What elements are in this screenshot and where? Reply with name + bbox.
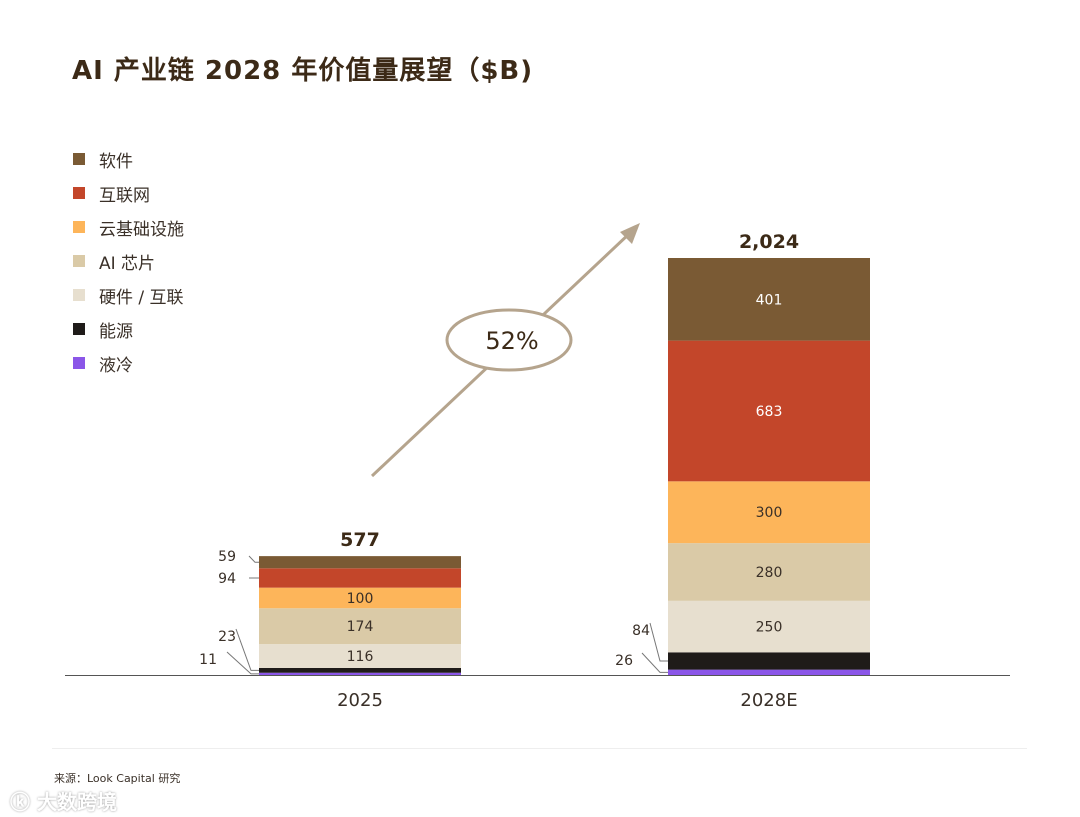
bar-segment [259, 556, 461, 569]
source-note: 来源：Look Capital 研究 [54, 772, 181, 785]
leader-line [226, 651, 259, 675]
bar-segment [259, 608, 461, 645]
legend-item: 硬件 / 互联 [73, 278, 184, 312]
legend-swatch [73, 255, 85, 267]
legend-label: 能源 [99, 321, 133, 342]
x-tick-label: 2028E [740, 690, 797, 711]
legend-swatch [73, 323, 85, 335]
data-label: 11 [199, 652, 217, 668]
total-label: 2,024 [739, 231, 799, 253]
legend-label: 硬件 / 互联 [99, 287, 184, 308]
data-label: 116 [347, 649, 374, 665]
bar-segment [668, 258, 870, 341]
total-label: 577 [340, 529, 380, 551]
leader-line [248, 555, 259, 563]
data-label: 59 [218, 549, 236, 565]
legend-swatch [73, 289, 85, 301]
leader-line [235, 628, 259, 671]
growth-arrow-head [620, 223, 640, 244]
chart-title: AI 产业链 2028 年价值量展望（$B) [72, 56, 534, 86]
growth-label: 52% [485, 327, 538, 355]
bar-segment [259, 672, 461, 675]
legend-label: 互联网 [99, 185, 150, 206]
bar-segment [668, 340, 870, 482]
legend: 软件互联网云基础设施 AI 芯片硬件 / 互联 能源液冷 [73, 142, 184, 380]
legend-item: 液冷 [73, 346, 184, 380]
legend-item: 互联网 [73, 176, 184, 210]
legend-swatch [73, 187, 85, 199]
watermark-logo: ⓚ 大数跨境 [10, 790, 117, 814]
bar-segment [259, 587, 461, 609]
legend-swatch [73, 153, 85, 165]
legend-label: 液冷 [99, 355, 133, 376]
legend-label: 软件 [99, 151, 133, 172]
data-label: 100 [347, 591, 374, 607]
legend-item: AI 芯片 [73, 244, 184, 278]
data-label: 84 [632, 623, 650, 639]
bar-segment [259, 667, 461, 673]
bar-segment [668, 543, 870, 601]
legend-item: 能源 [73, 312, 184, 346]
data-label: 300 [756, 505, 783, 521]
leader-line [641, 652, 668, 673]
growth-ellipse [445, 308, 573, 372]
bar-segment [668, 600, 870, 653]
bar-segment [259, 644, 461, 668]
data-label: 250 [756, 620, 783, 636]
data-label: 401 [756, 292, 783, 308]
legend-label: 云基础设施 [99, 219, 184, 240]
legend-swatch [73, 221, 85, 233]
footer-divider [52, 748, 1027, 749]
bar-segment [668, 669, 870, 675]
data-label: 94 [218, 571, 236, 587]
bar-segment [668, 652, 870, 670]
bar-segment [668, 481, 870, 544]
data-label: 26 [615, 653, 633, 669]
data-label: 280 [756, 565, 783, 581]
data-label: 23 [218, 629, 236, 645]
leader-line [649, 622, 668, 662]
legend-swatch [73, 357, 85, 369]
legend-item: 云基础设施 [73, 210, 184, 244]
x-tick-label: 2025 [337, 690, 383, 711]
legend-label: AI 芯片 [99, 253, 156, 274]
bar-segment [259, 568, 461, 588]
legend-item: 软件 [73, 142, 184, 176]
data-label: 174 [347, 619, 374, 635]
data-label: 683 [756, 404, 783, 420]
